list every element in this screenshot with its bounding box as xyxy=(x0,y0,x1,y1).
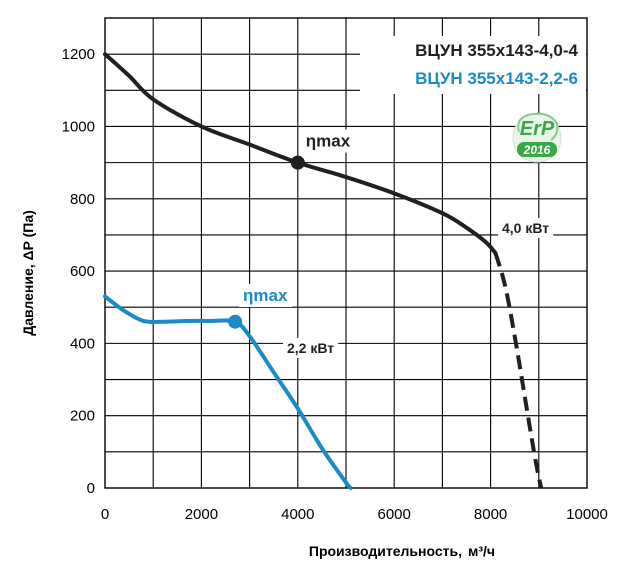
y-tick-label: 0 xyxy=(87,480,95,497)
legend-background xyxy=(360,36,586,94)
y-tick-label: 1000 xyxy=(62,118,95,135)
y-tick-label: 600 xyxy=(70,263,95,280)
eta-max-label-1-group: ηmax xyxy=(301,129,355,153)
annotations: ηmax 4,0 кВт ηmax 2,2 кВт xyxy=(239,129,554,358)
y-axis-title: Давление, ΔP (Па) xyxy=(20,210,36,336)
series-dashed-extension-1 xyxy=(493,252,544,489)
badge-year-text: 2016 xyxy=(523,143,551,157)
x-tick-label: 8000 xyxy=(474,506,507,523)
x-axis-title: Производительность, xyxy=(309,543,462,559)
series-line-1 xyxy=(103,52,498,255)
power-label-2: 2,2 кВт xyxy=(287,340,334,356)
x-axis-unit: м³/ч xyxy=(468,543,495,559)
x-tick-label: 4000 xyxy=(281,506,314,523)
eta-max-label-2: ηmax xyxy=(243,286,288,305)
power-label-1-group: 4,0 кВт xyxy=(498,218,554,238)
series-group xyxy=(103,52,544,490)
badge-erp-text: ErP xyxy=(520,118,555,140)
erp-2016-badge: ErP 2016 xyxy=(512,112,562,163)
badge-leaf-icon xyxy=(517,112,559,141)
power-label-2-bg xyxy=(283,338,339,358)
legend-series-1: ВЦУН 355х143-4,0-4 xyxy=(415,41,578,60)
y-tick-label: 1200 xyxy=(62,46,95,63)
eta-max-label-2-bg xyxy=(239,284,292,307)
badge-year-pill xyxy=(517,142,557,157)
power-label-1: 4,0 кВт xyxy=(502,220,549,236)
x-tick-label: 6000 xyxy=(378,506,411,523)
y-tick-label: 400 xyxy=(70,335,95,352)
y-tick-label: 200 xyxy=(70,408,95,425)
power-label-2-group: 2,2 кВт xyxy=(283,338,339,358)
tick-labels: 0 2000 4000 6000 8000 10000 0 200 400 600 800 1000 1… xyxy=(62,46,608,523)
legend: ВЦУН 355х143-4,0-4 ВЦУН 355х143-2,2-6 xyxy=(360,36,586,94)
power-label-1-bg xyxy=(498,218,554,238)
x-tick-label: 0 xyxy=(101,506,109,523)
x-tick-label: 2000 xyxy=(185,506,218,523)
eta-max-point-1 xyxy=(290,155,305,170)
plot-frame xyxy=(104,17,588,489)
eta-max-label-2-group: ηmax xyxy=(239,284,292,307)
x-tick-label: 10000 xyxy=(566,506,608,523)
eta-max-point-2 xyxy=(228,314,243,329)
plot-border xyxy=(104,17,588,489)
eta-max-label-1-bg xyxy=(301,129,355,153)
eta-max-label-1: ηmax xyxy=(306,132,351,151)
legend-series-2: ВЦУН 355х143-2,2-6 xyxy=(415,69,578,88)
y-tick-label: 800 xyxy=(70,191,95,208)
